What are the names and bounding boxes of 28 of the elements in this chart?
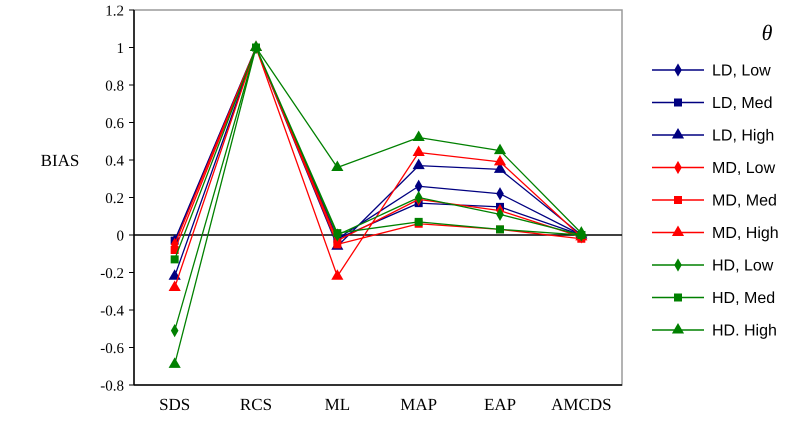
- legend-title: θ: [762, 20, 773, 45]
- x-tick-label: ML: [324, 395, 350, 414]
- x-tick-label: SDS: [159, 395, 190, 414]
- legend-label: MD, High: [712, 225, 779, 242]
- x-tick-label: RCS: [240, 395, 272, 414]
- y-tick-label: -0.2: [100, 266, 124, 282]
- legend-label: LD, High: [712, 128, 774, 145]
- y-tick-label: 0.4: [105, 153, 124, 170]
- y-tick-label: 0.6: [105, 116, 124, 132]
- legend-label: HD, Low: [712, 258, 774, 275]
- legend-label: MD, Med: [712, 192, 777, 210]
- legend-label: LD, Low: [712, 62, 772, 80]
- y-tick-label: 0.8: [105, 78, 124, 94]
- y-tick-label: -0.4: [100, 303, 124, 320]
- legend-label: HD. High: [712, 322, 777, 340]
- x-tick-label: MAP: [400, 395, 438, 414]
- y-tick-label: -0.8: [100, 378, 124, 394]
- x-tick-label: EAP: [484, 395, 516, 414]
- y-tick-label: 1.2: [105, 3, 124, 20]
- y-tick-label: 0.2: [105, 190, 124, 207]
- x-tick-label: AMCDS: [551, 395, 612, 414]
- legend-label: MD, Low: [712, 160, 776, 178]
- y-tick-label: 0: [116, 228, 124, 244]
- y-axis-title: BIAS: [40, 150, 80, 170]
- legend-label: LD, Med: [712, 95, 772, 112]
- y-tick-label: 1: [116, 40, 124, 57]
- y-tick-label: -0.6: [100, 340, 124, 357]
- legend-label: HD, Med: [712, 290, 776, 308]
